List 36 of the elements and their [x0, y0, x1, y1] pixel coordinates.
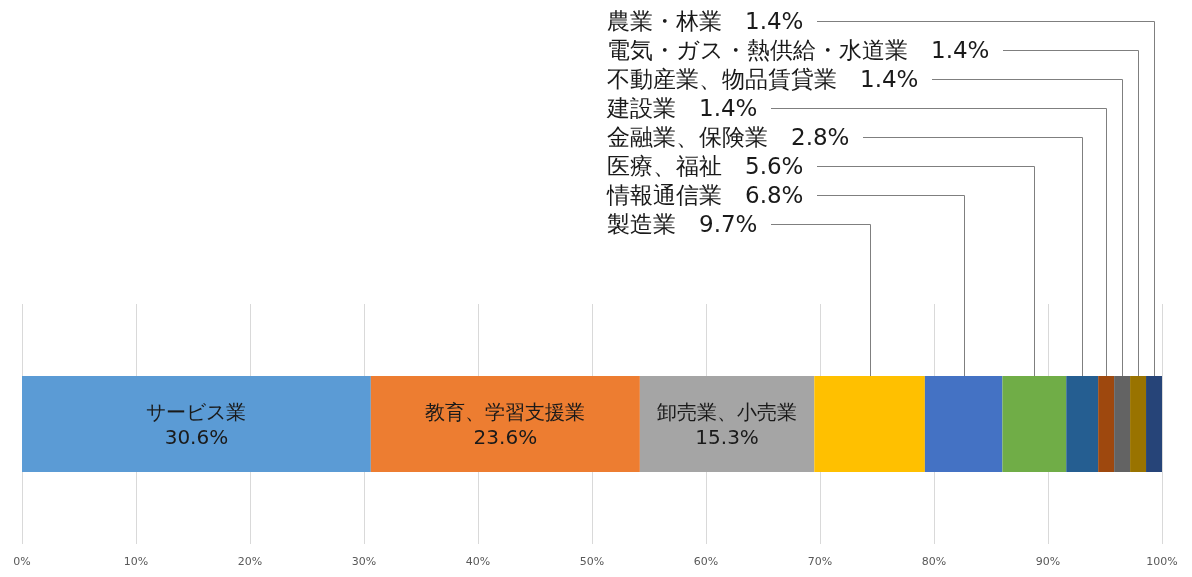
x-tick-label: 40%	[465, 555, 491, 568]
bar	[1130, 376, 1147, 472]
bar	[22, 376, 371, 472]
text: 農業・林業 1.4%	[607, 8, 804, 34]
data-label: 15.3%	[695, 424, 759, 449]
series-label: 卸売業、小売業	[657, 399, 798, 424]
x-tick-label: 80%	[921, 555, 947, 568]
x-tick-label: 60%	[693, 555, 719, 568]
bar	[1002, 376, 1067, 472]
x-tick-label: 70%	[807, 555, 833, 568]
text: 電気・ガス・熱供給・水道業 1.4%	[607, 37, 990, 63]
bar	[924, 376, 1003, 472]
x-tick-label: 50%	[579, 555, 605, 568]
data-label: 23.6%	[473, 424, 538, 449]
series-label: 教育、学習支援業	[425, 399, 586, 424]
text: 医療、福祉 5.6%	[607, 153, 804, 179]
x-tick-label: 20%	[237, 555, 263, 568]
bar	[370, 376, 640, 472]
x-tick-label: 10%	[123, 555, 149, 568]
bar	[1098, 376, 1115, 472]
data-label: 30.6%	[164, 424, 229, 449]
text: 建設業 1.4%	[607, 95, 758, 121]
bar	[814, 376, 925, 472]
x-tick-label: 30%	[351, 555, 377, 568]
x-tick-label: 0%	[13, 555, 31, 568]
text: 不動産業、物品賃貸業 1.4%	[607, 66, 919, 92]
bar	[1114, 376, 1131, 472]
bar	[1066, 376, 1099, 472]
text: 金融業、保険業 2.8%	[607, 124, 850, 150]
text: 情報通信業 6.8%	[607, 182, 804, 208]
bar	[639, 376, 815, 472]
x-tick-label: 100%	[1146, 555, 1178, 568]
bar	[1146, 376, 1162, 472]
series-label: サービス業	[146, 399, 247, 424]
text: 製造業 9.7%	[607, 211, 758, 237]
x-tick-label: 90%	[1035, 555, 1061, 568]
